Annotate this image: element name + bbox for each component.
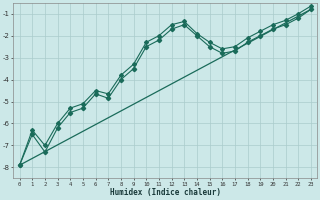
X-axis label: Humidex (Indice chaleur): Humidex (Indice chaleur) <box>110 188 221 197</box>
